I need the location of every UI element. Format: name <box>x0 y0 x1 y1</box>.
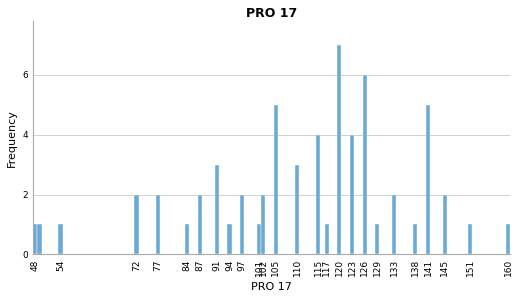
Bar <box>468 225 472 254</box>
Bar <box>443 195 447 254</box>
Bar <box>274 105 278 254</box>
Title: PRO 17: PRO 17 <box>246 7 297 20</box>
Bar <box>295 165 299 254</box>
Bar <box>135 195 139 254</box>
Bar <box>392 195 396 254</box>
Bar <box>58 225 63 254</box>
Bar <box>155 195 160 254</box>
Bar <box>37 225 42 254</box>
Bar <box>426 105 430 254</box>
Bar <box>413 225 418 254</box>
X-axis label: PRO 17: PRO 17 <box>251 282 292 292</box>
Bar <box>257 225 261 254</box>
Bar <box>316 135 320 254</box>
Bar <box>324 225 329 254</box>
Bar <box>337 45 342 254</box>
Bar <box>350 135 354 254</box>
Bar <box>215 165 219 254</box>
Bar <box>362 75 367 254</box>
Bar <box>198 195 202 254</box>
Bar <box>33 225 37 254</box>
Y-axis label: Frequency: Frequency <box>7 109 17 167</box>
Bar <box>227 225 231 254</box>
Bar <box>240 195 244 254</box>
Bar <box>261 195 265 254</box>
Bar <box>506 225 510 254</box>
Bar <box>375 225 380 254</box>
Bar <box>185 225 189 254</box>
